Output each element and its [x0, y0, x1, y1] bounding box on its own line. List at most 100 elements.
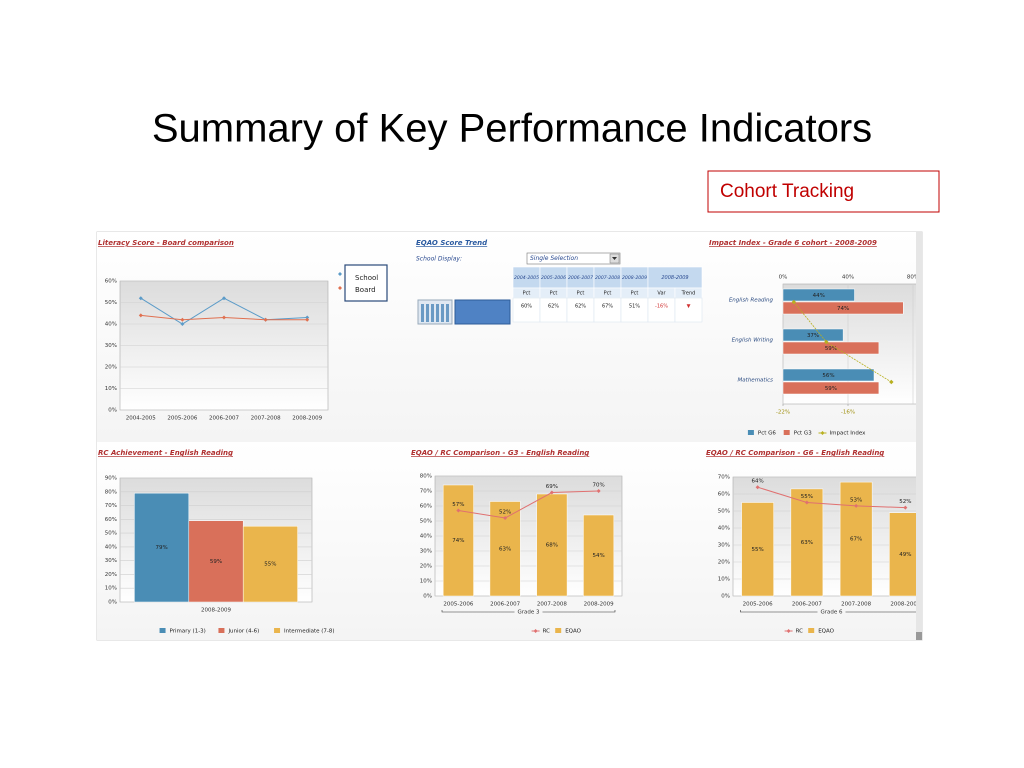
cell-value: 62%: [575, 304, 586, 310]
x-tick-label: 80%: [907, 275, 919, 281]
slide-title: Summary of Key Performance Indicators: [152, 107, 872, 151]
y-tick-label: 20%: [718, 560, 730, 566]
point: [549, 490, 554, 495]
cell-value: 62%: [548, 304, 559, 310]
bar: [442, 484, 474, 597]
panel: Impact Index - Grade 6 cohort - 2008-200…: [705, 232, 919, 442]
header-label: 2007-2008: [595, 275, 620, 281]
thumbnail-chart[interactable]: [454, 299, 511, 325]
point: [138, 313, 143, 318]
scrollbar[interactable]: [916, 232, 922, 640]
legend-swatch: [218, 628, 225, 633]
x-tick-label: 2007-2008: [537, 602, 567, 608]
data-label: 55%: [264, 562, 276, 568]
legend-swatch: [338, 272, 342, 276]
data-label: 74%: [837, 306, 849, 312]
dropdown[interactable]: [526, 252, 621, 265]
legend-swatch: [820, 431, 825, 435]
y-tick-label: 50%: [105, 300, 117, 306]
x-tick-label: 2005-2006: [743, 602, 773, 608]
y-tick-label: 0%: [721, 594, 730, 600]
bar: [242, 525, 298, 603]
y-tick-label: 40%: [105, 322, 117, 328]
y-tick-label: 60%: [105, 517, 117, 523]
subheader-label: Var: [657, 291, 666, 297]
data-label: 37%: [807, 333, 819, 339]
cell-value: ▼: [687, 304, 691, 310]
legend-swatch: [786, 629, 791, 633]
dropdown-label[interactable]: Single Selection: [530, 255, 578, 262]
panel: EQAO / RC Comparison - G6 - English Read…: [705, 442, 916, 640]
data-label: 67%: [850, 537, 862, 543]
tag-box[interactable]: [707, 170, 940, 213]
tag-label[interactable]: Cohort Tracking: [720, 181, 854, 202]
x-tick-label: 2005-2006: [443, 602, 473, 608]
cell-value: 51%: [629, 304, 640, 310]
y-tick-label: 80%: [105, 489, 117, 495]
y-tick-label: 70%: [420, 489, 432, 495]
data-label: 49%: [899, 552, 911, 558]
legend-label: Primary (1-3): [170, 629, 206, 635]
y-tick-label: Mathematics: [738, 378, 774, 384]
y-tick-label: 70%: [105, 503, 117, 509]
x-tick-label: 2007-2008: [841, 602, 871, 608]
x2-tick-label: -22%: [776, 410, 790, 416]
data-label: 63%: [499, 546, 511, 552]
cell-value: 67%: [602, 304, 613, 310]
cell: [674, 297, 703, 323]
point: [305, 317, 310, 322]
y-tick-label: 40%: [105, 544, 117, 550]
y-tick-label: 10%: [718, 577, 730, 583]
y-tick-label: English Writing: [732, 338, 774, 344]
bar: [782, 381, 880, 395]
thumbnail-bar: [421, 304, 424, 322]
data-label: 74%: [452, 538, 464, 544]
bar: [188, 520, 244, 603]
x-tick-label: 40%: [842, 275, 854, 281]
panel: Literacy Score - Board comparison 0% 10% 20…: [97, 232, 410, 442]
y-tick-label: 0%: [108, 408, 117, 414]
dropdown-arrow[interactable]: [612, 257, 617, 260]
chart-title: EQAO / RC Comparison - G6 - English Read…: [706, 449, 884, 457]
bar: [889, 512, 916, 597]
panel: EQAO / RC Comparison - G3 - English Read…: [410, 442, 705, 640]
header-label: 2006-2007: [568, 275, 593, 281]
x-tick-label: 2008-2009: [292, 416, 322, 422]
y-tick-label: 50%: [718, 509, 730, 515]
legend-box: [344, 264, 388, 302]
legend-label: EQAO: [565, 629, 581, 635]
y-tick-label: 70%: [718, 475, 730, 481]
data-label: 68%: [546, 543, 558, 549]
x-tick-label: 2004-2005: [126, 416, 156, 422]
cell-value: -16%: [655, 304, 668, 310]
point: [180, 317, 185, 322]
thumbnail-bar: [441, 304, 444, 322]
x-tick-label: 2006-2007: [792, 602, 822, 608]
display-label: School Display:: [416, 256, 462, 263]
bar: [782, 368, 875, 382]
y-tick-label: 0%: [108, 600, 117, 606]
header-label: 2008-2009: [622, 275, 647, 281]
chart-title: Literacy Score - Board comparison: [98, 239, 234, 247]
point: [596, 489, 601, 493]
cell-value: 60%: [521, 304, 532, 310]
point: [263, 317, 268, 322]
y-tick-label: English Reading: [729, 298, 774, 304]
chart-title: EQAO / RC Comparison - G3 - English Read…: [411, 449, 589, 457]
line: [757, 486, 906, 509]
legend-swatch: [783, 430, 790, 435]
cell: [539, 297, 568, 323]
legend-swatch: [338, 286, 342, 290]
cell: [620, 297, 649, 323]
data-label: 55%: [801, 494, 813, 500]
bar: [839, 481, 873, 597]
bar: [782, 301, 904, 315]
y-tick-label: 10%: [420, 579, 432, 585]
scroll-arrow[interactable]: [916, 632, 922, 640]
legend-swatch: [555, 628, 562, 633]
point: [222, 315, 226, 320]
bar: [536, 493, 568, 597]
legend-label: Junior (4-6): [227, 629, 259, 635]
y-tick-label: 40%: [420, 534, 432, 540]
data-label: 56%: [822, 373, 834, 379]
